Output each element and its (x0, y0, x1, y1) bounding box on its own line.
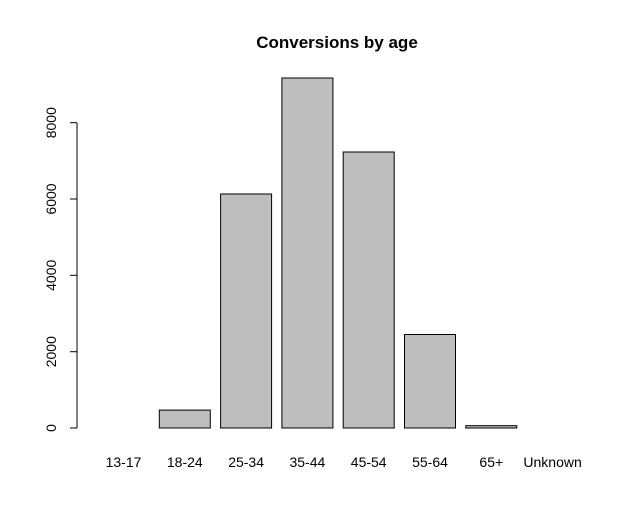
bar-45-54 (342, 151, 395, 429)
y-tick-label: 6000 (43, 183, 59, 214)
y-tick-label: 8000 (43, 107, 59, 138)
bar-35-44 (281, 77, 334, 429)
x-tick-label: 45-54 (351, 454, 387, 470)
chart-title: Conversions by age (256, 33, 418, 52)
y-tick-label: 2000 (43, 336, 59, 367)
bar-65+ (465, 425, 518, 429)
x-tick-label: 55-64 (412, 454, 448, 470)
bar-25-34 (220, 193, 273, 429)
bars (158, 77, 518, 429)
x-tick-label: 35-44 (289, 454, 325, 470)
x-tick-label: Unknown (523, 454, 581, 470)
bar-55-64 (404, 334, 456, 429)
x-tick-label: 13-17 (106, 454, 142, 470)
y-tick-label: 0 (43, 424, 59, 432)
y-axis: 0 2000 4000 6000 8000 (43, 107, 78, 432)
x-tick-label: 65+ (479, 454, 503, 470)
x-tick-label: 18-24 (167, 454, 203, 470)
x-axis-labels: 13-17 18-24 25-34 35-44 45-54 55-64 65+ Unknown (106, 454, 582, 470)
x-tick-label: 25-34 (228, 454, 264, 470)
bar-18-24 (158, 409, 211, 429)
y-tick-label: 4000 (43, 260, 59, 291)
